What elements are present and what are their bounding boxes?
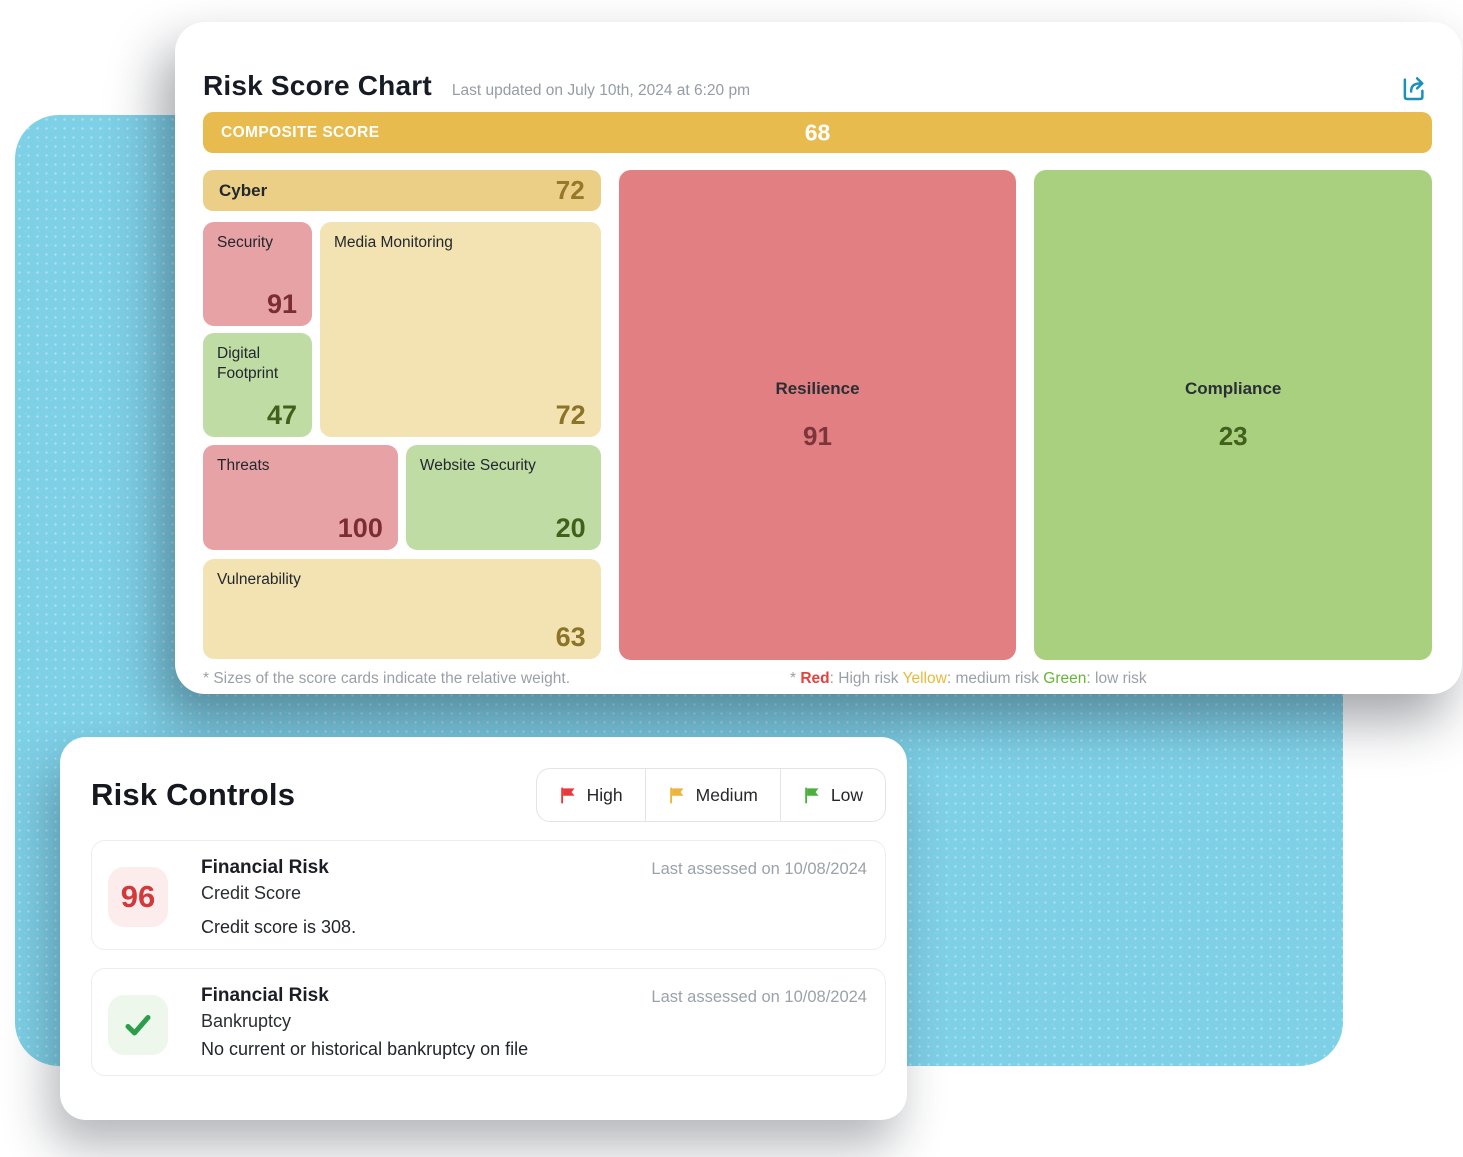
- filter-high-button[interactable]: High: [537, 769, 645, 821]
- filter-label: Medium: [695, 784, 758, 805]
- cell-value: 72: [555, 175, 585, 205]
- cell-label: Threats: [217, 457, 270, 474]
- item-description: No current or historical bankruptcy on f…: [201, 1039, 529, 1059]
- item-control-name: Bankruptcy: [201, 1011, 292, 1031]
- yellow-flag-icon: [669, 787, 684, 803]
- filter-low-button[interactable]: Low: [779, 769, 885, 821]
- risk-controls-title: Risk Controls: [91, 777, 296, 812]
- cell-value: 63: [555, 622, 586, 652]
- check-badge: [108, 995, 168, 1055]
- risk-score-card: Risk Score Chart Last updated on July 10…: [175, 22, 1462, 694]
- item-description: Credit score is 308.: [201, 917, 357, 937]
- share-button[interactable]: [1398, 72, 1432, 106]
- checkmark-icon: [125, 1015, 151, 1036]
- filter-label: High: [586, 784, 623, 805]
- cell-value: 91: [266, 289, 297, 319]
- risk-treemap: Cyber 72 Security 91 Digital Footprint 4…: [203, 170, 1433, 660]
- treemap-group-cyber: Cyber 72 Security 91 Digital Footprint 4…: [203, 170, 601, 660]
- cell-label: Digital Footprint: [217, 345, 279, 383]
- legend-red-word: Red: [800, 670, 830, 687]
- weight-footnote: * Sizes of the score cards indicate the …: [203, 670, 571, 687]
- filter-label: Low: [830, 784, 863, 805]
- severity-filter-group: High Medium Low: [535, 768, 886, 822]
- treemap-cell-resilience[interactable]: Resilience 91: [618, 170, 1017, 660]
- treemap-cell-compliance[interactable]: Compliance 23: [1034, 170, 1433, 660]
- cell-label: Compliance: [1185, 378, 1282, 398]
- page-title: Risk Score Chart: [203, 70, 432, 101]
- cell-value: 72: [555, 400, 586, 430]
- cell-value: 23: [1218, 420, 1248, 451]
- legend-yellow-desc: : medium risk: [946, 670, 1044, 687]
- treemap-cell-vulnerability[interactable]: Vulnerability 63: [203, 559, 601, 659]
- composite-score-value: 68: [804, 119, 831, 145]
- treemap-cell-threats[interactable]: Threats 100: [203, 445, 398, 550]
- cell-value: 20: [555, 513, 586, 543]
- chart-footnotes: * Sizes of the score cards indicate the …: [203, 670, 1432, 692]
- cell-label: Cyber: [219, 180, 268, 200]
- last-updated-text: Last updated on July 10th, 2024 at 6:20 …: [451, 82, 751, 99]
- risk-control-item-credit-score[interactable]: 96 Financial Risk Credit Score Last asse…: [91, 840, 886, 950]
- risk-score-header: Risk Score Chart Last updated on July 10…: [203, 70, 1432, 102]
- legend-red-desc: : High risk: [829, 670, 903, 687]
- cell-value: 91: [803, 420, 832, 451]
- treemap-cell-website-security[interactable]: Website Security 20: [405, 445, 601, 550]
- cell-label: Website Security: [419, 457, 536, 474]
- risk-score-badge: 96: [108, 867, 168, 927]
- cell-value: 47: [266, 400, 297, 430]
- cell-label: Media Monitoring: [334, 234, 453, 251]
- treemap-cell-media-monitoring[interactable]: Media Monitoring 72: [320, 222, 601, 437]
- green-flag-icon: [805, 787, 819, 803]
- filter-medium-button[interactable]: Medium: [644, 769, 780, 821]
- share-export-icon: [1403, 77, 1424, 101]
- composite-score-label: COMPOSITE SCORE: [221, 123, 380, 141]
- cell-label: Resilience: [775, 378, 860, 398]
- legend-prefix: *: [790, 670, 801, 687]
- legend-yellow-word: Yellow: [902, 670, 947, 687]
- risk-control-item-bankruptcy[interactable]: Financial Risk Bankruptcy Last assessed …: [91, 968, 886, 1076]
- treemap-cell-security[interactable]: Security 91: [203, 222, 312, 326]
- risk-controls-card: Risk Controls High Medium Low 96 F: [60, 737, 907, 1120]
- color-legend: * Red: High risk Yellow: medium risk Gre…: [790, 670, 1147, 688]
- treemap-cell-cyber[interactable]: Cyber 72: [203, 170, 601, 211]
- legend-green-word: Green: [1043, 670, 1087, 687]
- treemap-cell-digital-footprint[interactable]: Digital Footprint 47: [203, 333, 312, 437]
- item-category: Financial Risk: [201, 857, 329, 878]
- item-assessed-date: Last assessed on 10/08/2024: [651, 988, 867, 1006]
- item-category: Financial Risk: [201, 985, 329, 1006]
- composite-score-bar: COMPOSITE SCORE 68: [203, 112, 1432, 153]
- cell-value: 100: [337, 513, 383, 543]
- cell-label: Security: [217, 234, 273, 251]
- item-assessed-date: Last assessed on 10/08/2024: [651, 860, 867, 878]
- cell-label: Vulnerability: [217, 571, 301, 588]
- red-flag-icon: [560, 787, 575, 803]
- item-control-name: Credit Score: [201, 883, 302, 903]
- legend-green-desc: : low risk: [1086, 670, 1147, 687]
